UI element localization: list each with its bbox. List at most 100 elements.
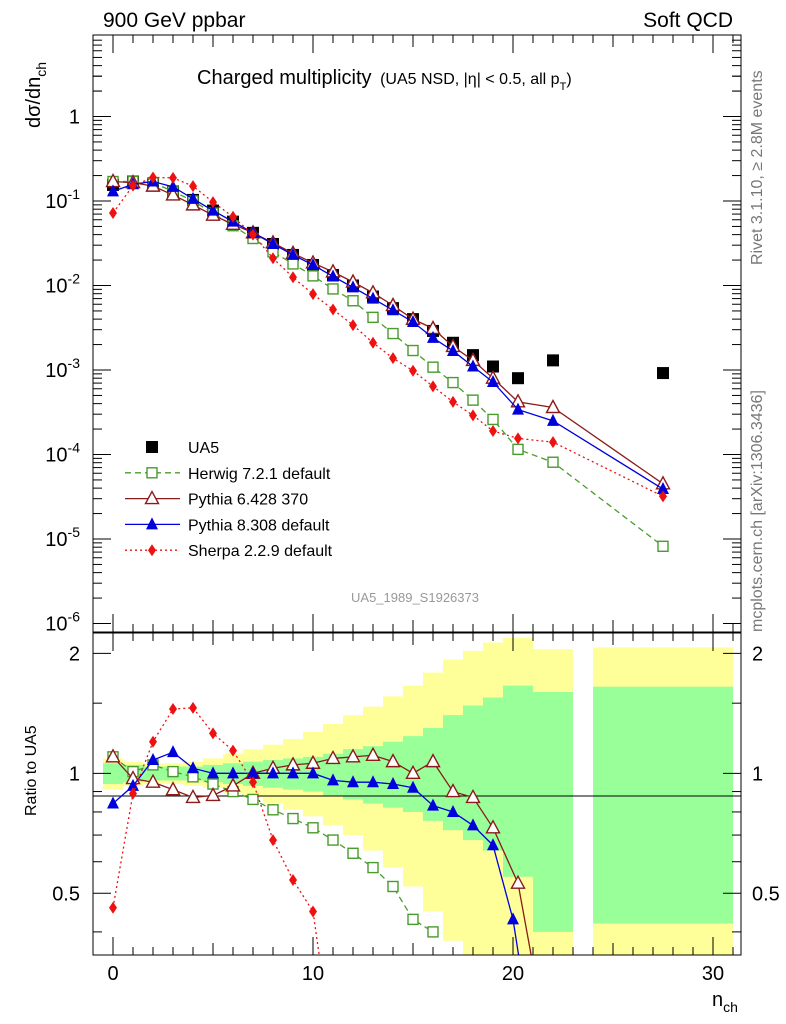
data-point	[489, 424, 497, 437]
main-y-tick-exponent: -5	[68, 524, 81, 540]
x-tick-label: 30	[702, 963, 724, 985]
ratio-point	[347, 847, 359, 859]
ratio-point	[169, 703, 177, 716]
ratio-line	[112, 751, 520, 955]
ratio-point	[327, 773, 339, 786]
ratio-line	[112, 754, 532, 955]
ratio-point	[385, 753, 401, 768]
x-axis-label-sub: ch	[723, 999, 738, 1015]
data-point	[347, 295, 359, 307]
main-y-tick-exponent: -2	[68, 271, 81, 287]
data-point	[512, 443, 524, 456]
main-y-tick-exponent: -4	[68, 440, 81, 456]
ratio-point	[187, 761, 199, 774]
data-point	[429, 380, 437, 393]
series-sherpa-2-2-9-default	[109, 171, 667, 503]
ratio-point	[167, 765, 179, 778]
data-point	[367, 311, 379, 324]
ratio-point	[405, 764, 421, 780]
ratio-point	[387, 777, 399, 790]
legend-marker	[144, 490, 160, 505]
y-axis-label-sub: ch	[33, 62, 49, 77]
data-point	[657, 540, 669, 552]
ratio-point	[447, 804, 459, 817]
ratio-y-tick-label: 2	[69, 643, 80, 665]
data-point	[209, 196, 217, 209]
legend-item-herwig-7-2-1-default: Herwig 7.2.1 default	[125, 466, 331, 483]
main-y-tick-base: 10	[45, 276, 67, 298]
ratio-point	[485, 819, 501, 834]
ratio-point	[149, 735, 157, 748]
data-point	[487, 360, 499, 373]
legend-item-ua5: UA5	[146, 440, 219, 457]
data-point	[409, 364, 417, 377]
legend-label: Herwig 7.2.1 default	[188, 466, 331, 483]
inner-band	[103, 763, 123, 785]
ratio-ticks: 0.5 0.51 12 20 10 20 30	[52, 633, 780, 985]
ratio-point	[289, 873, 297, 886]
data-point	[307, 270, 319, 282]
main-y-tick-exponent: -6	[68, 609, 81, 625]
ratio-point	[507, 912, 519, 925]
legend-label: Pythia 6.428 370	[188, 492, 308, 509]
ratio-point	[307, 822, 319, 834]
rivet-label: Rivet 3.1.10, ≥ 2.8M events	[749, 70, 766, 265]
ratio-y-tick-label: 1	[69, 763, 80, 785]
ratio-point	[187, 771, 199, 783]
data-point	[269, 252, 277, 265]
data-point	[407, 344, 419, 357]
ratio-y-tick-label-right: 1	[752, 763, 763, 785]
data-point	[207, 203, 219, 216]
ratio-point	[267, 766, 279, 779]
ratio-point	[427, 798, 439, 811]
ratio-point	[427, 926, 439, 938]
main-y-ticks: 10-610-510-410-310-210-11	[45, 39, 741, 636]
main-y-tick-label: 1	[69, 107, 80, 129]
ratio-point	[487, 838, 499, 851]
x-tick-label: 20	[502, 963, 524, 985]
data-point	[249, 228, 257, 241]
ratio-point	[327, 834, 339, 846]
inner-band	[383, 741, 403, 808]
data-point	[149, 171, 157, 184]
ratio-point	[227, 766, 239, 779]
ratio-point	[185, 788, 201, 804]
ratio-point	[109, 901, 117, 914]
main-y-tick-label: 10-1	[45, 186, 80, 213]
ratio-y-tick-label-right: 2	[752, 643, 763, 665]
ratio-point	[445, 783, 461, 798]
ratio-point	[387, 880, 399, 893]
ratio-point	[267, 804, 279, 816]
data-point	[427, 330, 439, 343]
data-point	[512, 372, 524, 385]
ratio-point	[269, 834, 277, 847]
ratio-point	[309, 905, 317, 918]
ratio-point	[287, 766, 299, 779]
inner-band	[443, 715, 463, 831]
main-y-tick-label: 10-5	[45, 524, 80, 551]
data-point	[449, 395, 457, 408]
main-x-ticks	[92, 35, 734, 632]
x-tick-label: 0	[107, 963, 118, 985]
main-y-tick-base: 10	[45, 529, 67, 551]
legend-item-pythia-6-428-370: Pythia 6.428 370	[125, 490, 308, 509]
ratio-y-tick-label-right: 0.5	[752, 883, 780, 905]
ratio-point	[287, 812, 299, 825]
ratio-point	[407, 780, 419, 793]
ratio-y-tick-label: 0.5	[52, 883, 80, 905]
data-point	[187, 191, 199, 204]
header-left: 900 GeV ppbar	[103, 9, 245, 32]
main-plot-title-main: Charged multiplicity	[197, 67, 372, 89]
data-point	[387, 327, 399, 340]
main-y-tick-label: 10-3	[45, 355, 80, 382]
ratio-plot-frame	[92, 632, 742, 956]
data-point	[469, 409, 477, 422]
data-point	[487, 413, 499, 426]
ratio-point	[467, 818, 479, 831]
main-y-tick-base: 10	[45, 614, 67, 636]
main-plot-title: Charged multiplicity (UA5 NSD, |η| < 0.5…	[197, 67, 572, 93]
main-y-tick-label: 10-4	[45, 440, 80, 467]
ratio-point	[510, 874, 526, 889]
ratio-plot-panel: 0.5 0.51 12 20 10 20 30 Ratio to UA5 nch	[23, 632, 780, 1015]
